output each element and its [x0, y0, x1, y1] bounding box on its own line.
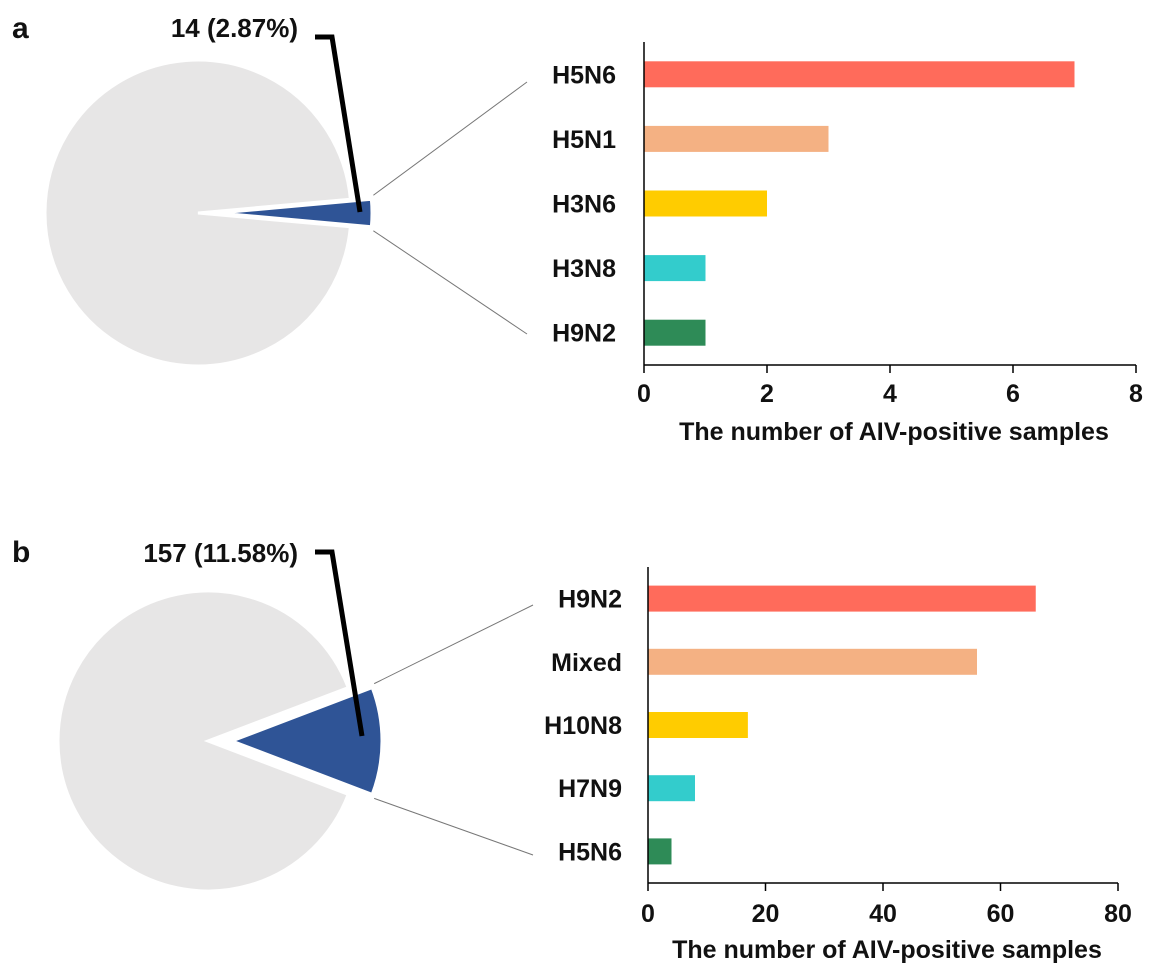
- panel-letter: b: [12, 536, 30, 569]
- bar-h5n6: [644, 61, 1075, 88]
- x-tick-label: 0: [637, 380, 651, 408]
- x-tick-label: 8: [1129, 380, 1143, 408]
- bar-h7n9: [648, 775, 695, 802]
- bar-category-label: H5N6: [552, 61, 616, 89]
- callout-leader-line: [315, 34, 363, 213]
- x-tick-label: 80: [1104, 900, 1132, 928]
- x-tick-label: 6: [1006, 380, 1020, 408]
- bar-mixed: [648, 648, 977, 675]
- pie-slice-other: [56, 589, 351, 893]
- callout-label: 14 (2.87%): [171, 13, 298, 43]
- callout-leader-line: [315, 549, 365, 737]
- pie-slice-positive: [218, 197, 374, 229]
- bar-h9n2: [648, 585, 1036, 612]
- bar-h5n1: [644, 125, 829, 152]
- connector-line-top: [373, 604, 534, 685]
- panel-a: a 14 (2.87%) H5N6 H5N1 H3N6 H3N8 H9N2 0 2 4 6 8 The …: [12, 12, 1143, 446]
- bar-h3n6: [644, 190, 767, 217]
- bar-h10n8: [648, 712, 748, 738]
- bar-category-label: H3N6: [552, 191, 616, 219]
- bar-category-label: H5N1: [552, 126, 616, 154]
- x-tick-label: 4: [883, 380, 897, 408]
- pie-slice-other: [43, 58, 353, 368]
- x-axis-title: The number of AIV-positive samples: [672, 936, 1102, 964]
- pie-slice-positive: [227, 685, 384, 797]
- bar-category-label: H3N8: [552, 255, 616, 283]
- bar-category-label: H7N9: [558, 775, 622, 803]
- x-tick-label: 60: [987, 900, 1015, 928]
- x-axis-title: The number of AIV-positive samples: [679, 418, 1109, 446]
- panel-letter: a: [12, 12, 29, 45]
- x-tick-label: 40: [869, 900, 897, 928]
- bar-h5n6: [648, 838, 672, 865]
- bar-category-label: H5N6: [558, 838, 622, 866]
- callout-label: 157 (11.58%): [143, 538, 298, 568]
- x-tick-label: 2: [760, 380, 774, 408]
- bar-category-label: H10N8: [544, 712, 622, 740]
- connector-line-top: [373, 81, 528, 196]
- panel-b: b 157 (11.58%) H9N2 Mixed H10N8 H7N9 H5N6 0 20 40…: [12, 536, 1132, 964]
- connector-line-bottom: [373, 230, 528, 335]
- bar-category-label: H9N2: [552, 320, 616, 348]
- bar-category-label: Mixed: [551, 649, 622, 677]
- bar-h9n2: [644, 319, 706, 346]
- x-tick-label: 20: [752, 900, 780, 928]
- connector-line-bottom: [374, 797, 534, 856]
- bar-category-label: H9N2: [558, 586, 622, 614]
- bar-h3n8: [644, 255, 706, 282]
- x-tick-label: 0: [641, 900, 655, 928]
